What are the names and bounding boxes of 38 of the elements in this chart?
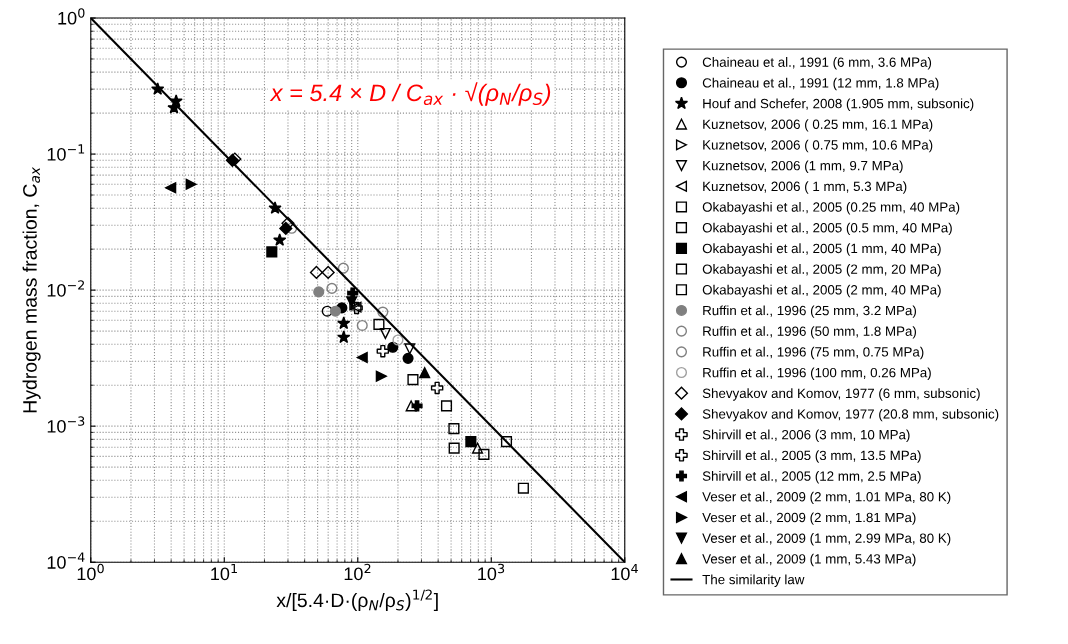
x-axis-title: x/[5.4·D·(ρ$_{N}$/ρ$_{S}$)$^{1/2}$] — [276, 589, 438, 612]
legend-label: Veser et al., 2009 (1 mm, 2.99 MPa, 80 K) — [702, 533, 951, 546]
legend-label: Okabayashi et al., 2005 (2 mm, 20 MPa) — [702, 264, 941, 277]
legend-label: Ruffin et al., 1996 (50 mm, 1.8 MPa) — [703, 326, 916, 339]
legend-label: Kuznetsov, 2006 ( 0.25 mm, 16.1 MPa) — [703, 119, 933, 132]
x-tick-label: 10$^{2}$ — [344, 563, 371, 581]
legend-label: Veser et al., 2009 (1 mm, 5.43 MPa) — [702, 553, 916, 567]
y-tick-label: 10$^{−1}$ — [47, 144, 85, 161]
annotation: x = 5.4 × D / C$_{ax}$ · √(ρ$_{N}$/ρ$_{S}$) — [269, 82, 551, 106]
legend-label: Ruffin et al., 1996 (100 mm, 0.26 MPa) — [703, 367, 931, 380]
legend-label: Kuznetsov, 2006 ( 1 mm, 5.3 MPa) — [703, 181, 907, 194]
legend-label: Shirvill et al., 2005 (3 mm, 13.5 MPa) — [702, 450, 921, 463]
x-tick-label: 10$^{1}$ — [211, 563, 237, 581]
legend-label: Veser et al., 2009 (2 mm, 1.01 MPa, 80 K) — [702, 491, 951, 505]
legend-label: Shirvill et al., 2005 (12 mm, 2.5 MPa) — [702, 471, 921, 484]
y-tick-label: 10$^{0}$ — [58, 8, 85, 25]
legend-label: Ruffin et al., 1996 (25 mm, 3.2 MPa) — [703, 305, 916, 318]
legend-label: Houf and Schefer, 2008 (1.905 mm, subsonic) — [703, 98, 974, 111]
legend-label: Chaineau et al., 1991 (12 mm, 1.8 MPa) — [702, 77, 939, 91]
x-tick-label: 10$^{0}$ — [77, 563, 104, 581]
legend-label: Kuznetsov, 2006 ( 0.75 mm, 10.6 MPa) — [703, 139, 933, 153]
legend-label: Okabayashi et al., 2005 (1 mm, 40 MPa) — [702, 243, 941, 256]
y-tick-label: 10$^{−2}$ — [47, 280, 84, 297]
legend-label: Veser et al., 2009 (2 mm, 1.81 MPa) — [702, 512, 916, 525]
legend-label: Ruffin et al., 1996 (75 mm, 0.75 MPa) — [703, 346, 924, 360]
legend-label: Okabayashi et al., 2005 (0.5 mm, 40 MPa) — [702, 222, 952, 236]
legend-label: The similarity law — [702, 574, 805, 587]
x-tick-label: 10$^{3}$ — [478, 563, 505, 581]
legend-label: Shevyakov and Komov, 1977 (6 mm, subsonic) — [702, 388, 980, 401]
legend-label: Kuznetsov, 2006 (1 mm, 9.7 MPa) — [703, 160, 903, 173]
y-tick-label: 10$^{−3}$ — [47, 416, 85, 433]
legend-label: Okabayashi et al., 2005 (0.25 mm, 40 MPa) — [702, 201, 960, 215]
x-tick-label: 10$^{4}$ — [611, 563, 638, 581]
legend-label: Shirvill et al., 2006 (3 mm, 10 MPa) — [702, 429, 910, 443]
legend-label: Okabayashi et al., 2005 (2 mm, 40 MPa) — [702, 284, 941, 298]
y-axis-title: Hydrogen mass fraction, C$_{ax}$ — [22, 166, 41, 413]
legend-label: Shevyakov and Komov, 1977 (20.8 mm, subsonic) — [702, 408, 999, 422]
legend-label: Chaineau et al., 1991 (6 mm, 3.6 MPa) — [702, 57, 932, 70]
